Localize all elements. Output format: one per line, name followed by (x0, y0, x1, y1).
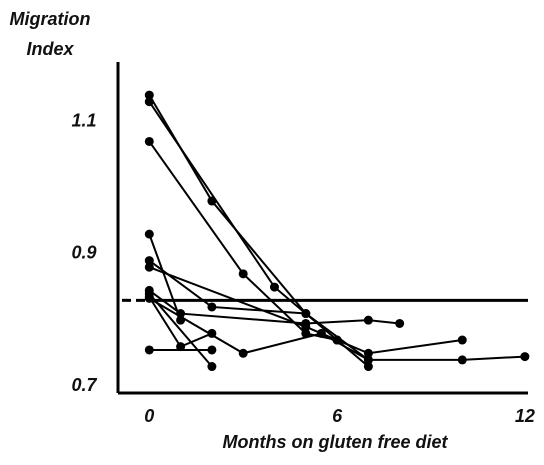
series-line (148, 289, 400, 325)
point (144, 262, 154, 272)
point (176, 342, 186, 352)
point (395, 318, 405, 328)
point (363, 355, 373, 365)
point (363, 315, 373, 325)
series-line (148, 233, 182, 321)
point (144, 229, 154, 239)
point (238, 269, 248, 279)
y-axis-label: Migration (10, 9, 91, 29)
series-line (148, 101, 370, 368)
x-tick-label: 0 (144, 406, 154, 426)
point (316, 328, 326, 338)
point (238, 348, 248, 358)
x-tick-label: 6 (332, 406, 343, 426)
x-axis-label: Months on gluten free diet (223, 432, 449, 452)
point (144, 136, 154, 146)
point (332, 335, 342, 345)
y-tick-label: 1.1 (71, 110, 96, 130)
point (269, 282, 279, 292)
point (301, 328, 311, 338)
x-tick-label: 12 (515, 406, 535, 426)
y-axis-label: Index (26, 39, 74, 59)
y-tick-label: 0.9 (71, 243, 96, 263)
point (363, 348, 373, 358)
point (301, 318, 311, 328)
point (207, 345, 217, 355)
point (520, 352, 530, 362)
point (207, 362, 217, 372)
point (207, 302, 217, 312)
point (457, 335, 467, 345)
point (301, 309, 311, 319)
point (144, 90, 154, 100)
series-line (148, 259, 306, 315)
point (144, 293, 154, 303)
point (144, 256, 154, 266)
point (363, 362, 373, 372)
series-line (148, 293, 213, 368)
point (457, 355, 467, 365)
point (144, 97, 154, 107)
y-tick-label: 0.7 (71, 375, 97, 395)
point (144, 345, 154, 355)
series-line (148, 297, 525, 361)
point (144, 285, 154, 295)
